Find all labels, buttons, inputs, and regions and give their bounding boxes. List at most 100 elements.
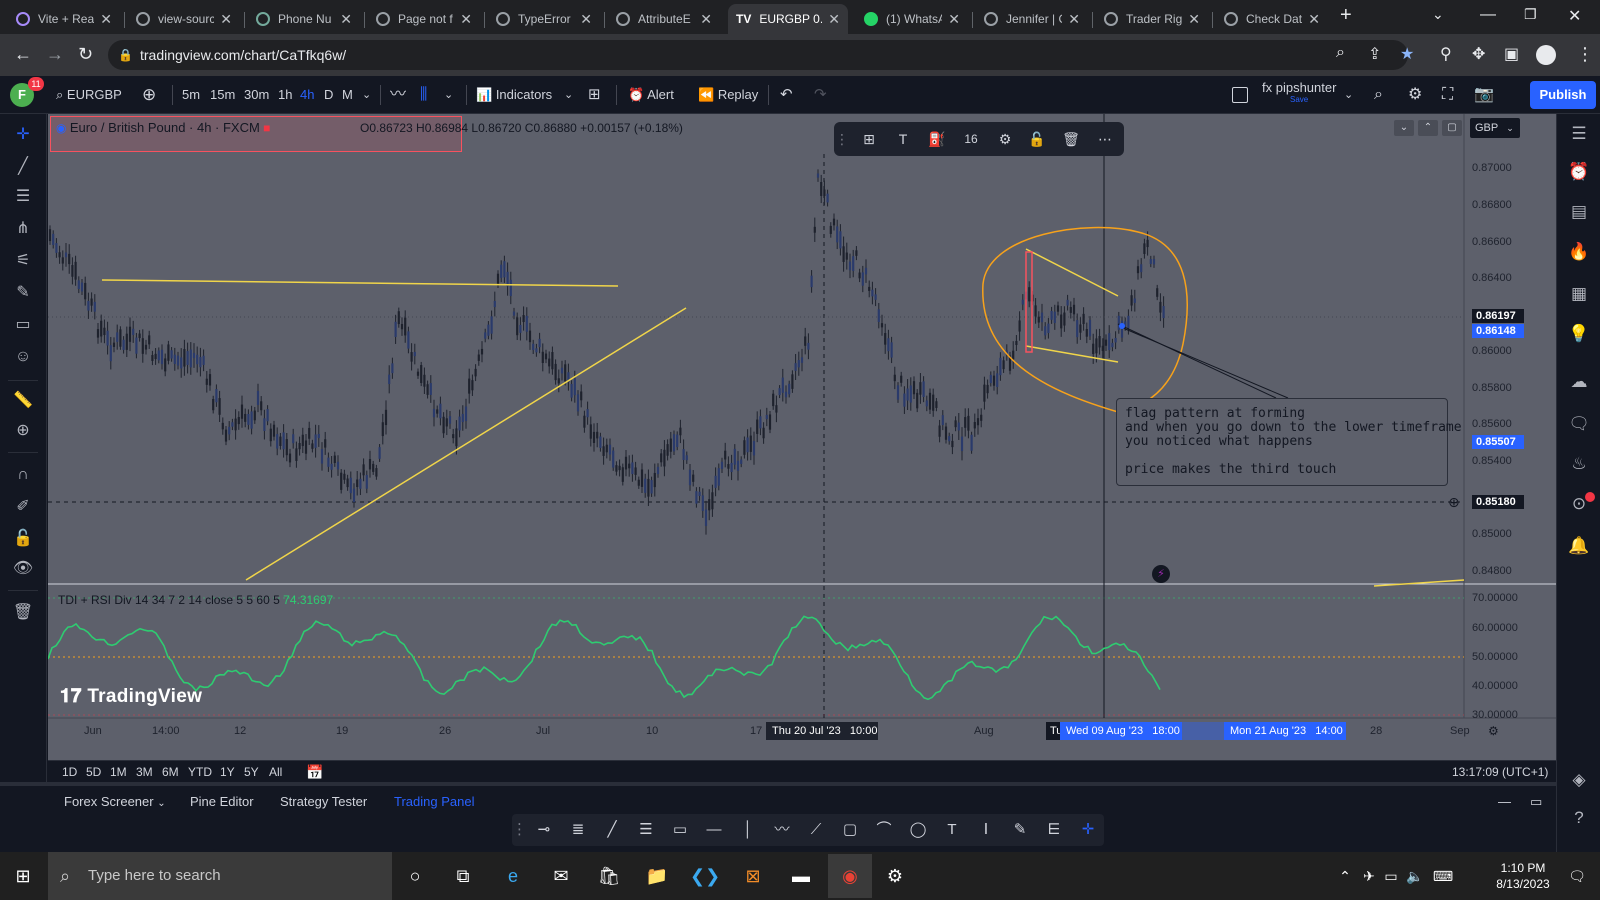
close-window-icon[interactable]: ✕ <box>1568 8 1582 25</box>
ray-icon[interactable]: ⟋ <box>810 821 822 838</box>
crosshair-icon[interactable]: ✛ <box>1081 821 1095 838</box>
candles-icon[interactable]: ⫼ <box>420 86 428 103</box>
range-5d[interactable]: 5D <box>86 765 102 779</box>
trendline-icon[interactable]: ╱ <box>18 158 28 175</box>
text-color-icon[interactable]: T <box>898 131 908 147</box>
close-icon[interactable]: ✕ <box>580 10 592 27</box>
ellipse-icon[interactable]: ◯ <box>909 821 927 838</box>
puzzle-icon[interactable]: ✥ <box>1472 46 1486 63</box>
goto-date-calendar-icon[interactable]: 📅 <box>306 764 324 780</box>
lock-icon[interactable]: 🔓 <box>1028 131 1046 147</box>
tab-search-chevron-icon[interactable]: ⌄ <box>1432 6 1444 22</box>
compare-plus-icon[interactable]: ⊕ <box>142 85 157 104</box>
new-tab-plus-icon[interactable]: + <box>1340 4 1352 26</box>
messages-icon[interactable]: 🗨 <box>1568 414 1590 433</box>
tab-forex-screener[interactable]: Forex Screener ⌄ <box>64 794 166 809</box>
url-field[interactable]: 🔒 tradingview.com/chart/CaTfkq6w/ <box>108 40 1408 70</box>
clock-timezone[interactable]: 13:17:09 (UTC+1) <box>1452 765 1549 779</box>
mail-icon[interactable]: ✉ <box>553 866 569 886</box>
collapse-icon[interactable]: ⌃ <box>1418 120 1438 136</box>
taskbar-clock[interactable]: 1:10 PM 8/13/2023 <box>1488 860 1558 892</box>
close-icon[interactable]: ✕ <box>948 10 960 27</box>
profile-avatar[interactable] <box>1536 45 1556 65</box>
browser-tab-active[interactable]: TV EURGBP 0. ✕ <box>728 4 848 34</box>
zoom-icon[interactable]: ⌕ <box>1336 44 1345 61</box>
minimize-panel-icon[interactable]: — <box>1498 794 1511 809</box>
drag-handle-icon[interactable]: ⋮ <box>512 821 527 838</box>
fib-channel-icon[interactable]: ⋿ <box>1047 821 1061 838</box>
fib-tools-icon[interactable]: ⚟ <box>15 252 31 269</box>
browser-tab[interactable]: Phone Nu ✕ <box>248 4 360 34</box>
pitchfork-icon[interactable]: ⋔ <box>16 220 30 237</box>
lock-icon[interactable]: 🔓 <box>13 530 33 547</box>
bell-icon[interactable]: 🔔 <box>1568 536 1590 555</box>
layout-square-icon[interactable] <box>1232 87 1248 103</box>
range-1y[interactable]: 1Y <box>220 765 235 779</box>
close-icon[interactable]: ✕ <box>1188 10 1200 27</box>
vscode-icon[interactable]: ❮❯ <box>690 866 721 886</box>
scroll-down-icon[interactable]: ⌄ <box>1394 120 1414 136</box>
brush-icon[interactable]: ✎ <box>1013 821 1027 838</box>
restore-icon[interactable]: ❐ <box>1524 6 1537 22</box>
redo-icon[interactable]: ↷ <box>814 86 827 103</box>
forward-arrow-icon[interactable]: → <box>46 44 64 64</box>
currency-select[interactable]: GBP ⌄ <box>1470 118 1520 138</box>
reload-icon[interactable]: ↻ <box>78 44 94 64</box>
eye-icon[interactable]: 👁 <box>12 560 34 577</box>
watchlist-icon[interactable]: ☰ <box>1571 124 1587 143</box>
range-all[interactable]: All <box>269 765 283 779</box>
drag-handle-icon[interactable]: ⋮ <box>835 131 849 147</box>
alert-button[interactable]: ⏰ Alert <box>628 76 674 114</box>
trash-icon[interactable]: 🗑 <box>1062 131 1080 147</box>
interval-30m[interactable]: 30m <box>244 87 270 102</box>
text-icon[interactable]: T <box>947 821 957 838</box>
layers-icon[interactable]: ◈ <box>1572 770 1586 789</box>
zoom-in-icon[interactable]: ⊕ <box>16 422 30 439</box>
tab-trading-panel[interactable]: Trading Panel <box>394 794 475 809</box>
replay-button[interactable]: ⏪ Replay <box>698 76 758 114</box>
network-icon[interactable]: ✈ <box>1363 868 1375 884</box>
close-icon[interactable]: ✕ <box>700 10 712 27</box>
curve-icon[interactable]: ⌒ <box>876 821 892 838</box>
terminal-icon[interactable]: ▬ <box>792 866 810 886</box>
camera-icon[interactable]: 📷 <box>1474 86 1494 103</box>
settings-gear-icon[interactable]: ⚙ <box>886 866 904 886</box>
browser-tab[interactable]: (1) WhatsA ✕ <box>856 4 968 34</box>
horizontal-ray-icon[interactable]: ⊸ <box>537 821 551 838</box>
line-chart-icon[interactable]: 〰 <box>390 86 407 103</box>
trash-icon[interactable]: 🗑 <box>12 604 34 621</box>
help-icon[interactable]: ? <box>1574 808 1584 827</box>
tray-chevron-icon[interactable]: ⌃ <box>1339 868 1351 884</box>
extension-icon[interactable]: ⚲ <box>1440 46 1452 63</box>
fullscreen-icon[interactable]: ⛶ <box>1442 86 1454 103</box>
interval-1h[interactable]: 1h <box>278 87 293 102</box>
chart-area[interactable]: ◉ Euro / British Pound · 4h · FXCM ■ O0.… <box>48 114 1556 760</box>
kebab-menu-icon[interactable]: ⋮ <box>1576 44 1594 64</box>
fill-bucket-icon[interactable]: ⛽ <box>928 131 946 147</box>
sidepanel-icon[interactable]: ▣ <box>1504 46 1520 63</box>
calendar-icon[interactable]: ▦ <box>1570 284 1588 303</box>
browser-tab[interactable]: Jennifer | C ✕ <box>976 4 1088 34</box>
close-icon[interactable]: ✕ <box>340 10 352 27</box>
trendline-icon[interactable]: ╱ <box>607 821 617 838</box>
range-1m[interactable]: 1M <box>110 765 127 779</box>
range-6m[interactable]: 6M <box>162 765 179 779</box>
horizontal-lines-icon[interactable]: ☰ <box>15 188 31 205</box>
anchored-text-icon[interactable]: Ⅰ <box>983 821 989 838</box>
vertical-line-icon[interactable]: │ <box>743 821 753 838</box>
interval-d[interactable]: D <box>324 87 334 102</box>
templates-icon[interactable]: ⊞ <box>863 131 875 147</box>
browser-tab[interactable]: Page not f ✕ <box>368 4 480 34</box>
close-icon[interactable]: ✕ <box>100 10 112 27</box>
battery-icon[interactable]: ▭ <box>1384 868 1398 884</box>
interval-15m[interactable]: 15m <box>210 87 236 102</box>
close-icon[interactable]: ✕ <box>220 10 232 27</box>
volume-icon[interactable]: 🔈 <box>1406 868 1424 884</box>
back-arrow-icon[interactable]: ← <box>14 44 32 64</box>
callout-icon[interactable]: ▢ <box>842 821 858 838</box>
tab-pine-editor[interactable]: Pine Editor <box>190 794 254 809</box>
stream-icon[interactable]: ⊙ <box>1571 494 1587 513</box>
gear-icon[interactable]: ⚙ <box>1408 86 1423 103</box>
range-5y[interactable]: 5Y <box>244 765 259 779</box>
undo-icon[interactable]: ↶ <box>780 86 793 103</box>
